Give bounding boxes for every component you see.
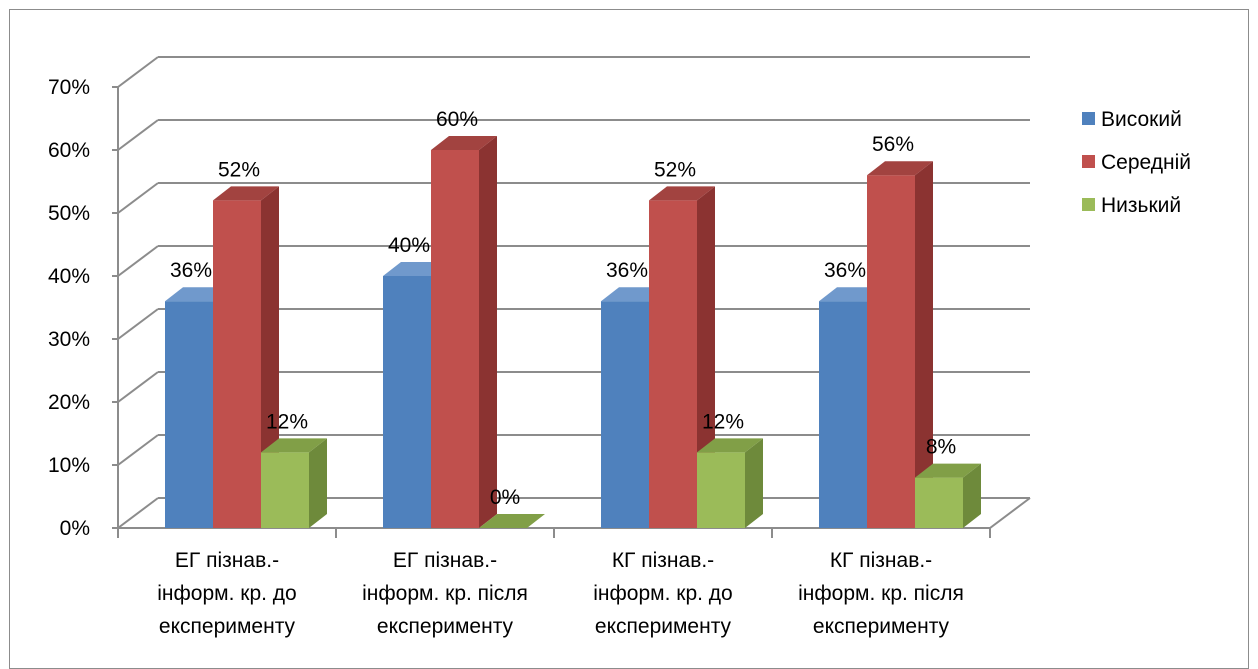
bar-top: [431, 136, 497, 150]
x-category-label: КГ пізнав.-: [612, 549, 714, 572]
data-label: 52%: [218, 158, 260, 181]
bar-front: [601, 301, 649, 528]
x-category-label: ЕГ пізнав.-: [175, 549, 279, 572]
data-label: 56%: [872, 133, 914, 156]
bar-front: [819, 301, 867, 528]
legend-label: Середній: [1101, 151, 1191, 174]
bar-side: [963, 463, 981, 528]
bar-top: [213, 186, 279, 201]
bar-top: [261, 438, 327, 453]
gridline-depth: [117, 371, 159, 403]
bar-front: [915, 477, 963, 528]
bar-top: [479, 514, 545, 528]
x-category-label: інформ. кр. після: [362, 582, 528, 605]
bar-top: [649, 186, 715, 201]
data-label: 36%: [170, 259, 212, 282]
legend-label: Високий: [1101, 108, 1182, 131]
x-category-label: інформ. кр. після: [798, 582, 964, 605]
data-label: 36%: [824, 259, 866, 282]
bar-side: [479, 136, 497, 528]
bar-front: [213, 200, 261, 528]
bar-front: [431, 150, 479, 528]
x-category-label: ЕГ пізнав.-: [393, 549, 497, 572]
gridline-depth: [117, 245, 159, 277]
bar-front: [867, 175, 915, 528]
bar-top: [915, 463, 981, 478]
data-label: 12%: [266, 410, 308, 433]
x-category-label: інформ. кр. до: [593, 582, 732, 605]
y-tick-label: 10%: [48, 454, 90, 477]
data-label: 40%: [388, 234, 430, 257]
bar-front: [261, 452, 309, 528]
data-label: 8%: [926, 436, 956, 459]
x-category-label: експерименту: [159, 615, 296, 638]
bar-side: [915, 161, 933, 528]
bar-side: [309, 438, 327, 528]
y-tick-label: 0%: [60, 517, 90, 540]
bar-front: [165, 301, 213, 528]
bar-top: [867, 161, 933, 176]
gridline-depth: [117, 434, 159, 466]
legend-swatch: [1082, 155, 1095, 168]
gridline-depth: [117, 308, 159, 340]
data-label: 12%: [702, 410, 744, 433]
bar-front: [649, 200, 697, 528]
x-category-label: експерименту: [595, 615, 732, 638]
y-tick-label: 70%: [48, 76, 90, 99]
x-category-label: експерименту: [813, 615, 950, 638]
x-category-label: КГ пізнав.-: [830, 549, 932, 572]
bar-front: [383, 276, 431, 528]
gridline-depth: [117, 497, 159, 529]
y-tick-label: 40%: [48, 265, 90, 288]
x-category-label: експерименту: [377, 615, 514, 638]
gridline-depth: [117, 56, 159, 88]
legend-swatch: [1082, 198, 1095, 211]
y-tick-label: 20%: [48, 391, 90, 414]
data-label: 60%: [436, 108, 478, 131]
legend-label: Низький: [1101, 194, 1181, 217]
bar-top: [697, 438, 763, 453]
x-category-label: інформ. кр. до: [157, 582, 296, 605]
data-label: 0%: [490, 486, 520, 509]
y-tick-label: 60%: [48, 139, 90, 162]
data-label: 52%: [654, 158, 696, 181]
bar-side: [745, 438, 763, 528]
legend-swatch: [1082, 112, 1095, 125]
bar-front: [697, 452, 745, 528]
gridline-depth: [117, 119, 159, 151]
gridline-depth: [117, 182, 159, 214]
data-label: 36%: [606, 259, 648, 282]
y-tick-label: 30%: [48, 328, 90, 351]
y-tick-label: 50%: [48, 202, 90, 225]
